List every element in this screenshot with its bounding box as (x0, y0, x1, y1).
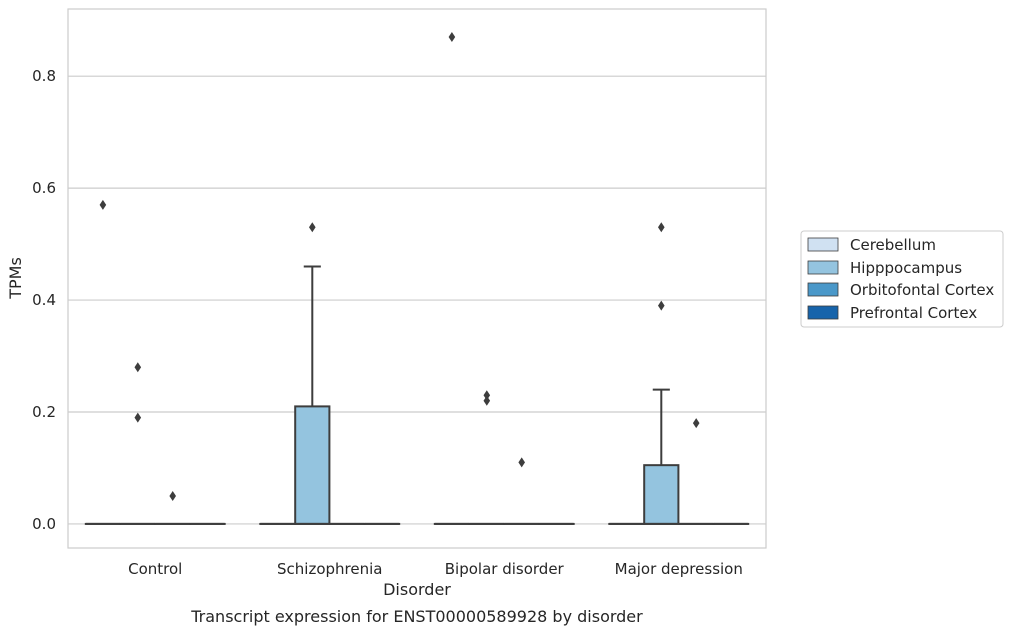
outlier-point (134, 412, 142, 423)
x-tick-label: Bipolar disorder (445, 560, 565, 578)
outlier-point (658, 300, 665, 311)
y-tick-label: 0.2 (32, 403, 56, 421)
plot-marks (84, 31, 750, 525)
legend-swatch-cerebellum (807, 237, 839, 252)
legend-item-prefrontal-cortex: Prefrontal Cortex (807, 304, 977, 322)
legend-swatch-prefrontal-cortex (807, 305, 839, 320)
legend-label-cerebellum: Cerebellum (850, 236, 936, 254)
box (643, 464, 680, 525)
box (294, 405, 331, 525)
chart-title: Transcript expression for ENST0000058992… (190, 607, 643, 626)
outlier-point (483, 390, 491, 401)
y-tick-label: 0.0 (32, 515, 56, 533)
box-group-schizophrenia-hipppocampus (294, 222, 331, 525)
outlier-point (134, 362, 142, 373)
outlier-point (692, 418, 700, 429)
y-tick-label: 0.6 (32, 179, 56, 197)
y-tick-label: 0.8 (32, 67, 56, 85)
box-group-control-cerebellum (84, 199, 122, 525)
outlier-point (483, 395, 491, 406)
box-group-major-depression-hipppocampus (643, 222, 680, 525)
legend-label-hipppocampus: Hipppocampus (850, 259, 962, 277)
legend-item-cerebellum: Cerebellum (807, 236, 936, 254)
outlier-point (169, 490, 176, 501)
y-tick-labels: 0.0 0.2 0.4 0.6 0.8 (32, 67, 56, 533)
legend-item-hipppocampus: Hipppocampus (807, 259, 962, 277)
y-tick-label: 0.4 (32, 291, 56, 309)
x-tick-label: Schizophrenia (277, 560, 382, 578)
x-tick-label: Major depression (615, 560, 743, 578)
outlier-point (309, 222, 316, 233)
y-axis-label: TPMs (6, 257, 25, 300)
box-group-major-depression-orbitofontal-cortex (678, 418, 715, 525)
legend-label-orbitofontal-cortex: Orbitofontal Cortex (850, 281, 994, 299)
legend-swatch-orbitofontal-cortex (807, 282, 839, 297)
outlier-point (658, 222, 665, 233)
plot-frame (67, 8, 767, 549)
outlier-point (99, 199, 107, 210)
box-group-control-orbitofontal-cortex (154, 490, 191, 525)
x-axis-label: Disorder (383, 580, 451, 599)
outlier-point (448, 31, 456, 42)
box-group-bipolar-disorder-orbitofontal-cortex (503, 457, 540, 525)
legend-swatch-hipppocampus (807, 260, 839, 275)
legend-frame (800, 230, 1004, 328)
box-group-control-hipppocampus (119, 362, 156, 525)
x-tick-labels: Control Schizophrenia Bipolar disorder Majo… (128, 560, 743, 578)
legend-item-orbitofontal-cortex: Orbitofontal Cortex (807, 281, 994, 299)
box-group-bipolar-disorder-cerebellum (433, 31, 471, 525)
legend-label-prefrontal-cortex: Prefrontal Cortex (850, 304, 977, 322)
x-tick-label: Control (128, 560, 182, 578)
box-group-bipolar-disorder-hipppocampus (468, 390, 505, 525)
legend: Cerebellum Hipppocampus Orbitofontal Cor… (800, 230, 1004, 328)
outlier-point (518, 457, 525, 468)
